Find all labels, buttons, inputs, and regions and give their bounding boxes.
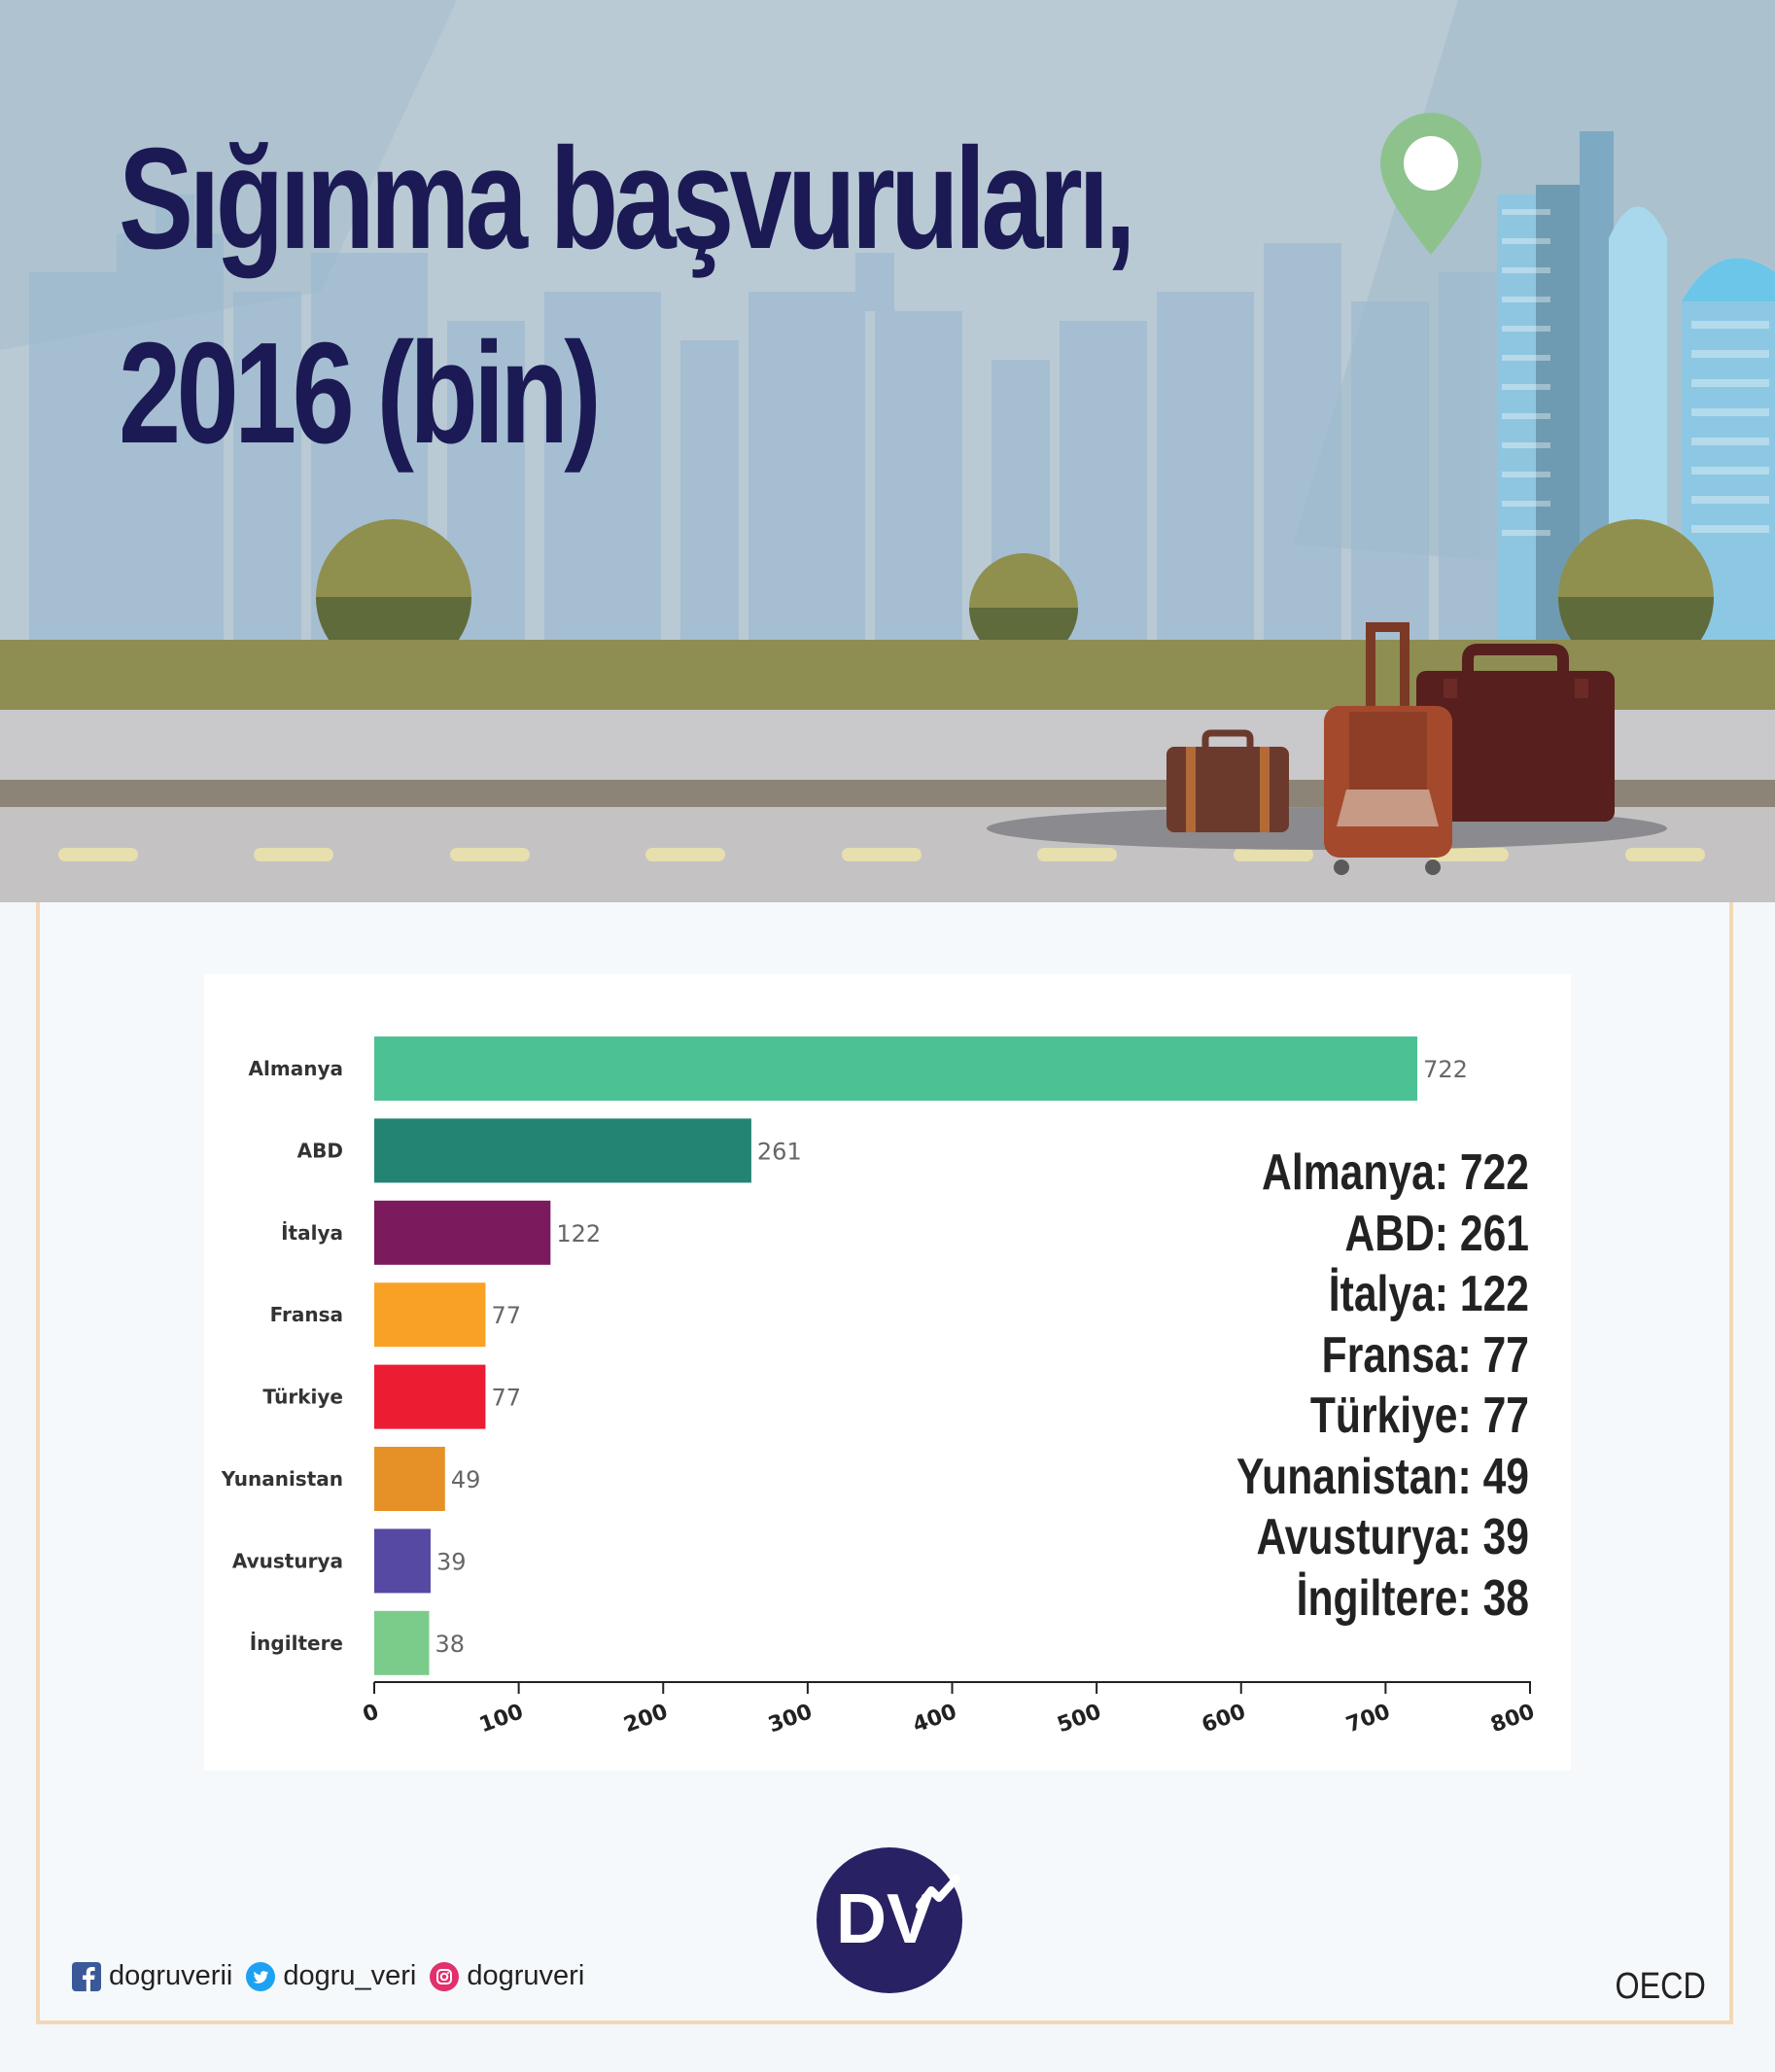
- instagram-icon: [430, 1961, 460, 1991]
- category-label: Avusturya: [232, 1549, 343, 1572]
- category-label: Almanya: [249, 1057, 343, 1080]
- dogruveri-logo: DV: [817, 1847, 962, 1993]
- value-label: 261: [757, 1138, 802, 1165]
- bar-7: [374, 1610, 430, 1675]
- twitter-link[interactable]: dogru_veri: [246, 1960, 416, 1992]
- x-tick-label: 500: [1054, 1700, 1104, 1738]
- value-label: 122: [556, 1220, 601, 1247]
- x-tick-label: 700: [1343, 1700, 1394, 1738]
- suitcase-icon: [1416, 644, 1615, 822]
- summary-item: ABD: 261: [1344, 1205, 1529, 1262]
- twitter-icon: [246, 1961, 276, 1991]
- x-tick-label: 800: [1487, 1700, 1538, 1738]
- instagram-link[interactable]: dogruveri: [430, 1960, 584, 1992]
- category-label: ABD: [297, 1139, 343, 1162]
- category-label: Türkiye: [262, 1386, 343, 1409]
- x-tick-label: 100: [476, 1700, 527, 1738]
- bar-4: [374, 1364, 486, 1429]
- x-tick-label: 400: [910, 1700, 960, 1738]
- bar-3: [374, 1282, 486, 1348]
- bar-2: [374, 1200, 551, 1265]
- x-tick-label: 300: [765, 1700, 816, 1738]
- bar-1: [374, 1118, 751, 1183]
- twitter-handle: dogru_veri: [283, 1960, 417, 1991]
- facebook-handle: dogruverii: [109, 1960, 233, 1991]
- category-label: İtalya: [281, 1221, 343, 1245]
- category-label: İngiltere: [250, 1632, 343, 1655]
- bar-5: [374, 1447, 445, 1511]
- trolley-suitcase-icon: [1324, 622, 1452, 875]
- bar-chart: Almanya 722 ABD 261 İtalya 122 Fransa 77 Türkiye…: [221, 1036, 1538, 1738]
- bar-0: [374, 1036, 1418, 1101]
- facebook-icon: [72, 1961, 101, 1991]
- value-label: 38: [435, 1631, 465, 1658]
- social-links: dogruverii dogru_veri dogruveri: [72, 1960, 598, 1992]
- summary-item: Fransa: 77: [1321, 1326, 1529, 1384]
- chart-panel: Almanya 722 ABD 261 İtalya 122 Fransa 77 Türkiye…: [204, 974, 1571, 1771]
- x-tick-label: 600: [1199, 1700, 1249, 1738]
- summary-item: İngiltere: 38: [1296, 1569, 1529, 1627]
- location-pin-icon: [1380, 113, 1481, 255]
- summary-item: Yunanistan: 49: [1236, 1448, 1529, 1505]
- value-label: 77: [491, 1302, 521, 1329]
- source-label: OECD: [1615, 1966, 1706, 2007]
- summary-item: Türkiye: 77: [1309, 1387, 1529, 1444]
- summary-item: Avusturya: 39: [1256, 1509, 1529, 1565]
- small-suitcase-icon: [1166, 729, 1289, 832]
- title-line-1: Sığınma başvuruları,: [119, 119, 1136, 279]
- bar-6: [374, 1528, 431, 1594]
- facebook-link[interactable]: dogruverii: [72, 1960, 232, 1992]
- summary-item: İtalya: 122: [1328, 1266, 1529, 1322]
- value-label: 77: [491, 1385, 521, 1412]
- instagram-handle: dogruveri: [467, 1960, 585, 1991]
- x-tick-label: 0: [360, 1700, 382, 1728]
- page-title: Sığınma başvuruları, 2016 (bin): [119, 102, 1136, 491]
- x-tick-label: 200: [621, 1700, 672, 1738]
- value-label: 49: [451, 1466, 481, 1493]
- category-label: Yunanistan: [221, 1467, 343, 1491]
- category-label: Fransa: [270, 1303, 343, 1326]
- value-label: 722: [1423, 1056, 1468, 1083]
- summary-item: Almanya: 722: [1262, 1144, 1529, 1201]
- title-line-2: 2016 (bin): [119, 313, 602, 474]
- logo-text: DV: [836, 1880, 933, 1958]
- value-label: 39: [436, 1548, 467, 1575]
- hero-illustration: [0, 0, 1775, 902]
- summary-list: Almanya: 722 ABD: 261 İtalya: 122 Fransa: 7…: [1172, 1142, 1529, 1629]
